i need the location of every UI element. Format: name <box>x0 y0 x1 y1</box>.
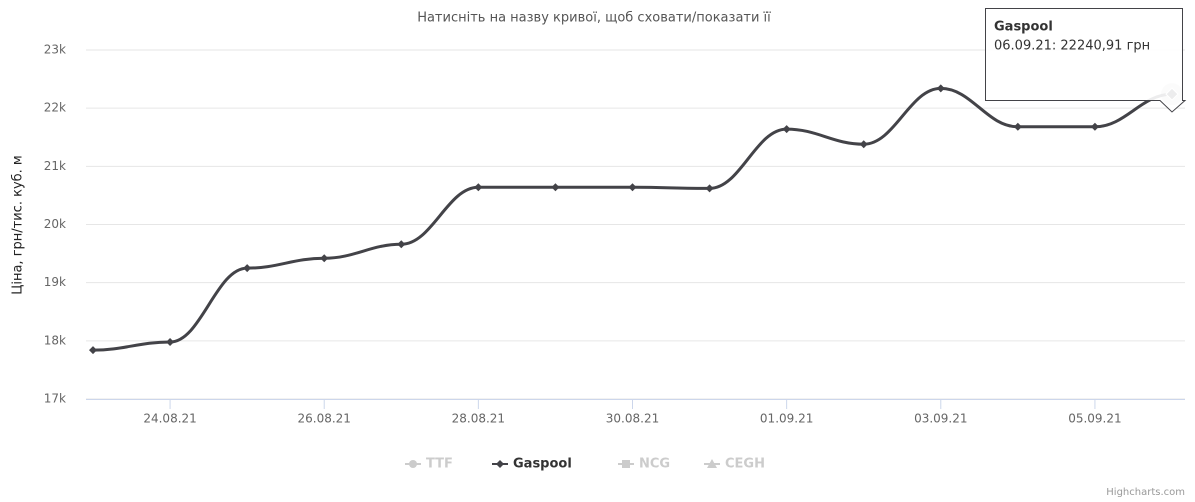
x-tick-label: 28.08.21 <box>452 412 505 426</box>
legend-item[interactable]: Gaspool <box>492 457 572 472</box>
point[interactable] <box>243 264 252 273</box>
y-tick-label: 19k <box>44 275 66 289</box>
x-tick-label: 01.09.21 <box>760 412 813 426</box>
y-tick-label: 18k <box>44 333 66 347</box>
point[interactable] <box>1090 122 1099 131</box>
point[interactable] <box>474 183 483 192</box>
point[interactable] <box>705 184 714 193</box>
x-tick-label: 30.08.21 <box>606 412 659 426</box>
chart-title: Натисніть на назву кривої, щоб сховати/п… <box>417 11 771 26</box>
tooltip-box <box>985 8 1187 113</box>
y-tick-label: 21k <box>44 159 66 173</box>
y-tick-label: 17k <box>44 392 66 406</box>
point[interactable] <box>859 140 868 149</box>
legend-item[interactable]: CEGH <box>704 457 765 472</box>
point[interactable] <box>166 337 175 346</box>
credits[interactable]: Highcharts.com <box>1106 487 1185 498</box>
point[interactable] <box>320 254 329 263</box>
legend-symbol <box>496 460 504 468</box>
legend-label[interactable]: TTF <box>426 457 453 472</box>
point[interactable] <box>936 84 945 93</box>
legend-label[interactable]: CEGH <box>725 457 765 472</box>
x-tick-label: 26.08.21 <box>297 412 350 426</box>
point[interactable] <box>782 125 791 134</box>
point[interactable] <box>397 240 406 249</box>
legend-symbol <box>409 460 417 468</box>
point[interactable] <box>551 183 560 192</box>
y-tick-label: 23k <box>44 43 66 57</box>
y-tick-label: 22k <box>44 101 66 115</box>
legend-label[interactable]: Gaspool <box>513 457 572 472</box>
legend-item[interactable]: TTF <box>405 457 453 472</box>
point[interactable] <box>628 183 637 192</box>
x-tick-label: 03.09.21 <box>914 412 967 426</box>
legend-symbol <box>622 460 630 468</box>
point[interactable] <box>89 346 97 355</box>
x-tick-label: 24.08.21 <box>143 412 196 426</box>
y-axis-label: Ціна, грн/тис. куб. м <box>11 155 26 294</box>
tooltip: Gaspool 06.09.21: 22240,91 грн <box>985 8 1187 113</box>
point[interactable] <box>1013 122 1022 131</box>
legend-item[interactable]: NCG <box>618 457 670 472</box>
x-tick-label: 05.09.21 <box>1068 412 1121 426</box>
tooltip-text: 06.09.21: 22240,91 грн <box>994 39 1150 54</box>
tooltip-series: Gaspool <box>994 20 1053 35</box>
series-line <box>92 86 1173 352</box>
y-tick-label: 20k <box>44 217 66 231</box>
legend-label[interactable]: NCG <box>639 457 670 472</box>
legend-symbol <box>707 459 717 468</box>
